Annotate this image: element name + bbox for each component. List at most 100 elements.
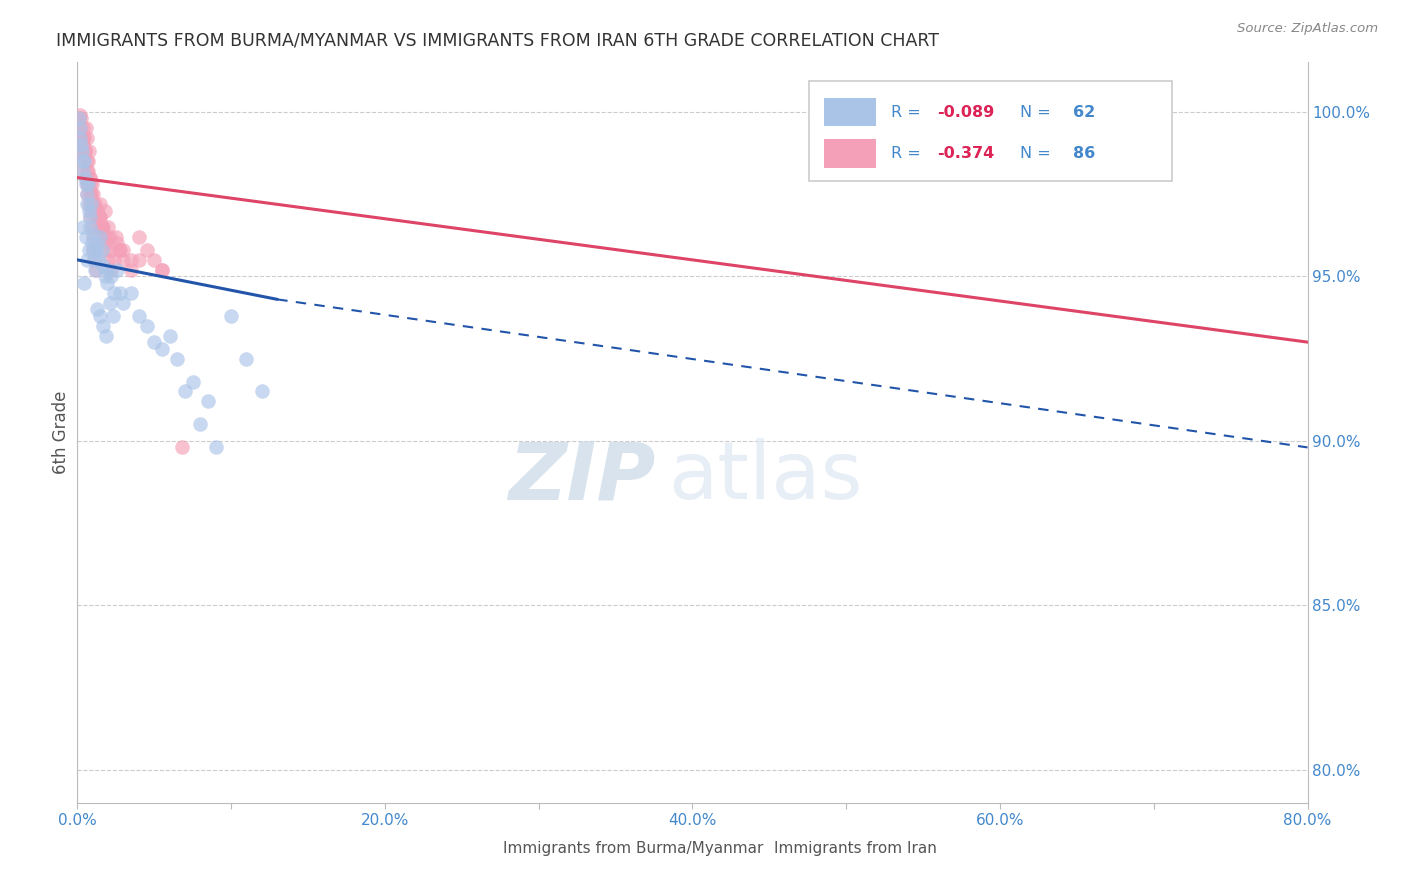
Point [69,121,91,136]
Text: ZIP: ZIP [508,438,655,516]
Point [197,394,219,409]
Text: R =: R = [890,146,925,161]
Point [80,187,103,202]
Point [90,230,114,244]
Point [72,137,94,152]
Point [87,219,110,234]
FancyBboxPatch shape [730,839,763,858]
Point [72,121,94,136]
Point [73,145,96,159]
Point [150,342,173,356]
Point [73,131,96,145]
Point [80,197,103,211]
Point [75,230,97,244]
Point [79,210,101,224]
Text: -0.374: -0.374 [938,146,994,161]
Point [90,219,114,234]
Point [188,417,212,432]
Text: Immigrants from Iran: Immigrants from Iran [773,841,936,856]
Point [67,112,90,126]
Point [93,219,115,234]
Point [70,137,93,152]
Point [84,262,107,277]
Point [112,295,135,310]
Point [76,154,98,169]
Point [91,318,114,333]
Point [82,197,104,211]
Point [112,243,135,257]
Point [69,131,91,145]
Point [86,236,108,251]
Point [80,203,103,218]
Point [89,230,111,244]
Text: Immigrants from Burma/Myanmar: Immigrants from Burma/Myanmar [503,841,763,856]
Text: Source: ZipAtlas.com: Source: ZipAtlas.com [1237,22,1378,36]
Point [174,384,197,399]
Point [159,328,181,343]
Point [128,230,150,244]
Point [70,137,93,152]
Point [80,177,103,191]
Point [86,302,108,317]
Point [94,236,117,251]
Point [143,335,166,350]
Point [94,203,117,218]
Text: 62: 62 [1073,104,1095,120]
Point [105,262,128,277]
Point [101,309,124,323]
Point [112,252,135,267]
Point [150,262,173,277]
Point [70,145,93,159]
Point [84,197,107,211]
Point [72,164,94,178]
Point [128,309,150,323]
Point [77,177,100,191]
Point [89,210,111,224]
Point [73,145,96,159]
Text: -0.089: -0.089 [938,104,994,120]
Point [79,210,101,224]
Point [108,243,131,257]
Point [69,131,91,145]
FancyBboxPatch shape [458,839,494,858]
Point [98,230,121,244]
Point [84,243,107,257]
Point [100,243,122,257]
Point [79,170,101,185]
Point [70,131,93,145]
Point [89,309,111,323]
Point [79,219,101,234]
Point [100,262,122,277]
Point [77,197,100,211]
Point [75,170,97,185]
Point [76,177,98,191]
Point [76,131,98,145]
Point [76,187,98,202]
Point [67,112,90,126]
Point [170,441,193,455]
Point [135,318,157,333]
Point [90,219,114,234]
Point [76,164,98,178]
Text: 86: 86 [1073,146,1095,161]
FancyBboxPatch shape [810,81,1173,181]
Point [96,276,118,290]
Point [80,236,103,251]
Point [120,285,142,300]
Point [73,170,96,185]
Point [181,375,204,389]
Point [98,295,121,310]
FancyBboxPatch shape [824,98,876,126]
Point [77,177,100,191]
Point [150,262,173,277]
Point [72,131,94,145]
Point [87,252,110,267]
Point [86,203,108,218]
Point [77,243,100,257]
Point [79,170,101,185]
Text: R =: R = [890,104,925,120]
Point [250,384,273,399]
Point [97,252,120,267]
Point [73,154,96,169]
Point [82,243,104,257]
